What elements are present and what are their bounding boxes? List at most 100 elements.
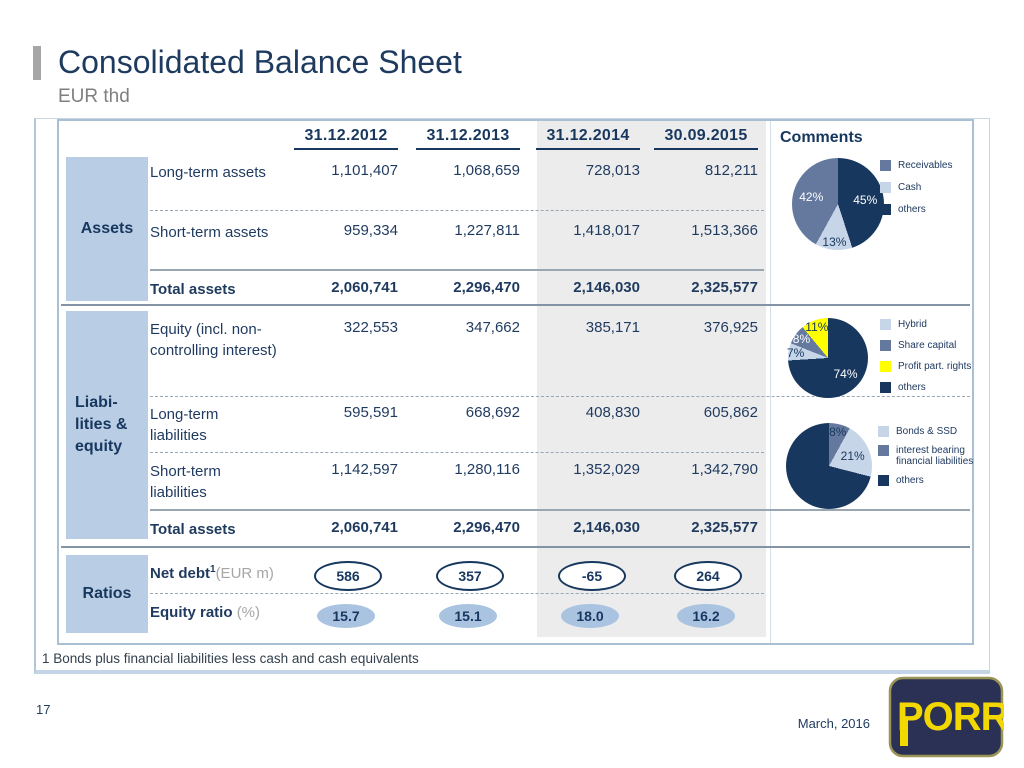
- cell-short-term-liabilities-2012: 1,142,597: [331, 461, 398, 478]
- row-label-total-assets: Total assets: [150, 521, 236, 538]
- group-label-text: Ratios: [82, 585, 132, 602]
- row-label-net-debt: Net debt1(EUR m): [150, 559, 310, 584]
- cell-long-term-assets-2014: 728,013: [585, 162, 640, 179]
- cell-long-term-liabilities-2015: 605,862: [703, 404, 758, 421]
- net-debt-label: Net debt: [150, 565, 210, 582]
- equity-ratio-label: Equity ratio: [150, 604, 233, 621]
- row-divider: [150, 210, 764, 211]
- cell-total2-2015: 2,325,577: [691, 519, 758, 536]
- slide-date: March, 2016: [797, 716, 870, 731]
- cell-short-term-assets-2013: 1,227,811: [454, 222, 520, 239]
- column-header-2013: 31.12.2013: [416, 127, 520, 150]
- net-debt-unit: (EUR m): [215, 565, 274, 582]
- cell-short-term-liabilities-2014: 1,352,029: [573, 461, 640, 478]
- equity-ratio-badge-2015: 16.2: [677, 604, 735, 628]
- legend-swatch-icon: [880, 382, 891, 393]
- footnote-reference: 1: [210, 564, 216, 575]
- cell-equity-2012: 322,553: [343, 319, 398, 336]
- pie-slice-label: 74%: [833, 367, 858, 382]
- page-title: Consolidated Balance Sheet: [58, 44, 462, 80]
- cell-long-term-assets-2013: 1,068,659: [453, 162, 520, 179]
- legend-label: others: [898, 382, 926, 393]
- legend-label: others: [896, 475, 924, 486]
- row-divider: [150, 452, 764, 453]
- pie-chart-equity-structure: 74% 7% 8% 11%: [787, 318, 868, 398]
- net-debt-badge-2012: 586: [314, 561, 382, 591]
- cell-total-assets-2015: 2,325,577: [691, 279, 758, 296]
- legend-swatch-icon: [878, 445, 889, 456]
- cell-total-assets-2014: 2,146,030: [573, 279, 640, 296]
- cell-total2-2013: 2,296,470: [453, 519, 520, 536]
- group-label-liabilities-equity: Liabi- lities & equity: [66, 311, 148, 539]
- row-label-long-term-liabilities: Long-term liabilities: [150, 406, 219, 444]
- cell-total2-2012: 2,060,741: [331, 519, 398, 536]
- group-label-text: Assets: [80, 220, 134, 237]
- group-label-line: lities &: [75, 416, 128, 433]
- legend-item: others: [880, 204, 980, 215]
- pie-slice-label: 8%: [792, 331, 811, 346]
- equity-ratio-unit: (%): [236, 604, 261, 621]
- pie-slice-label: 42%: [799, 190, 824, 205]
- legend-label: Profit part. rights: [898, 361, 972, 372]
- cell-short-term-liabilities-2015: 1,342,790: [691, 461, 758, 478]
- cell-equity-2014: 385,171: [585, 319, 640, 336]
- column-header-2015: 30.09.2015: [654, 127, 758, 150]
- column-header-2014: 31.12.2014: [536, 127, 640, 150]
- legend-item: Share capital: [880, 340, 980, 351]
- section-divider: [61, 304, 970, 306]
- legend-label: others: [898, 204, 926, 215]
- cell-long-term-liabilities-2012: 595,591: [343, 404, 398, 421]
- legend-swatch-icon: [880, 160, 891, 171]
- legend-label: Receivables: [898, 160, 953, 171]
- legend-item: Hybrid: [880, 319, 980, 330]
- cell-short-term-assets-2012: 959,334: [343, 222, 398, 239]
- legend-swatch-icon: [880, 340, 891, 351]
- legend-swatch-icon: [878, 475, 889, 486]
- group-label-line: Liabi-: [75, 394, 118, 411]
- porr-logo: PORR: [888, 676, 1011, 758]
- title-accent-bar: [33, 46, 41, 80]
- row-label-short-term-liabilities: Short-term liabilities: [150, 463, 221, 501]
- row-label-equity: Equity (incl. non-controlling interest): [150, 321, 277, 359]
- legend-equity-structure: Hybrid Share capital Profit part. rights ot…: [880, 319, 980, 393]
- porr-logo-text: PORR: [897, 695, 1004, 739]
- legend-liabilities-structure: Bonds & SSD interest bearing financial li…: [878, 426, 978, 486]
- legend-item: Bonds & SSD: [878, 426, 978, 437]
- page-number: 17: [36, 702, 51, 717]
- slide-subtitle: EUR thd: [58, 86, 130, 107]
- legend-item: Profit part. rights: [880, 361, 980, 372]
- total-divider: [150, 509, 970, 511]
- column-header-2012: 31.12.2012: [294, 127, 398, 150]
- legend-swatch-icon: [880, 204, 891, 215]
- cell-long-term-liabilities-2014: 408,830: [585, 404, 640, 421]
- comments-column-divider: [770, 121, 771, 643]
- legend-swatch-icon: [880, 361, 891, 372]
- group-label-ratios: Ratios: [66, 555, 148, 633]
- cell-total-assets-2013: 2,296,470: [453, 279, 520, 296]
- pie-slice-label: 21%: [840, 448, 865, 463]
- group-label-line: equity: [75, 438, 123, 455]
- legend-label: Share capital: [898, 340, 957, 351]
- cell-long-term-assets-2015: 812,211: [704, 162, 758, 179]
- legend-item: others: [880, 382, 980, 393]
- net-debt-badge-2014: -65: [558, 561, 626, 591]
- pie-slice-label: 45%: [853, 192, 878, 207]
- row-divider: [150, 593, 764, 594]
- porr-logo-graphic: PORR: [888, 676, 1011, 758]
- comments-header: Comments: [780, 129, 863, 146]
- legend-item: interest bearing financial liabilities: [878, 445, 978, 467]
- legend-label: interest bearing financial liabilities: [896, 445, 974, 467]
- pie-chart-liabilities-structure: 8% 21%: [786, 423, 872, 509]
- highlighted-columns-background: [537, 121, 766, 637]
- cell-short-term-assets-2014: 1,418,017: [573, 222, 640, 239]
- cell-long-term-assets-2012: 1,101,407: [331, 162, 398, 179]
- total-divider: [150, 269, 764, 271]
- legend-item: Receivables: [880, 160, 980, 171]
- cell-short-term-liabilities-2013: 1,280,116: [454, 461, 520, 478]
- net-debt-badge-2013: 357: [436, 561, 504, 591]
- net-debt-badge-2015: 264: [674, 561, 742, 591]
- section-divider: [61, 546, 970, 548]
- cell-short-term-assets-2015: 1,513,366: [691, 222, 758, 239]
- legend-swatch-icon: [878, 426, 889, 437]
